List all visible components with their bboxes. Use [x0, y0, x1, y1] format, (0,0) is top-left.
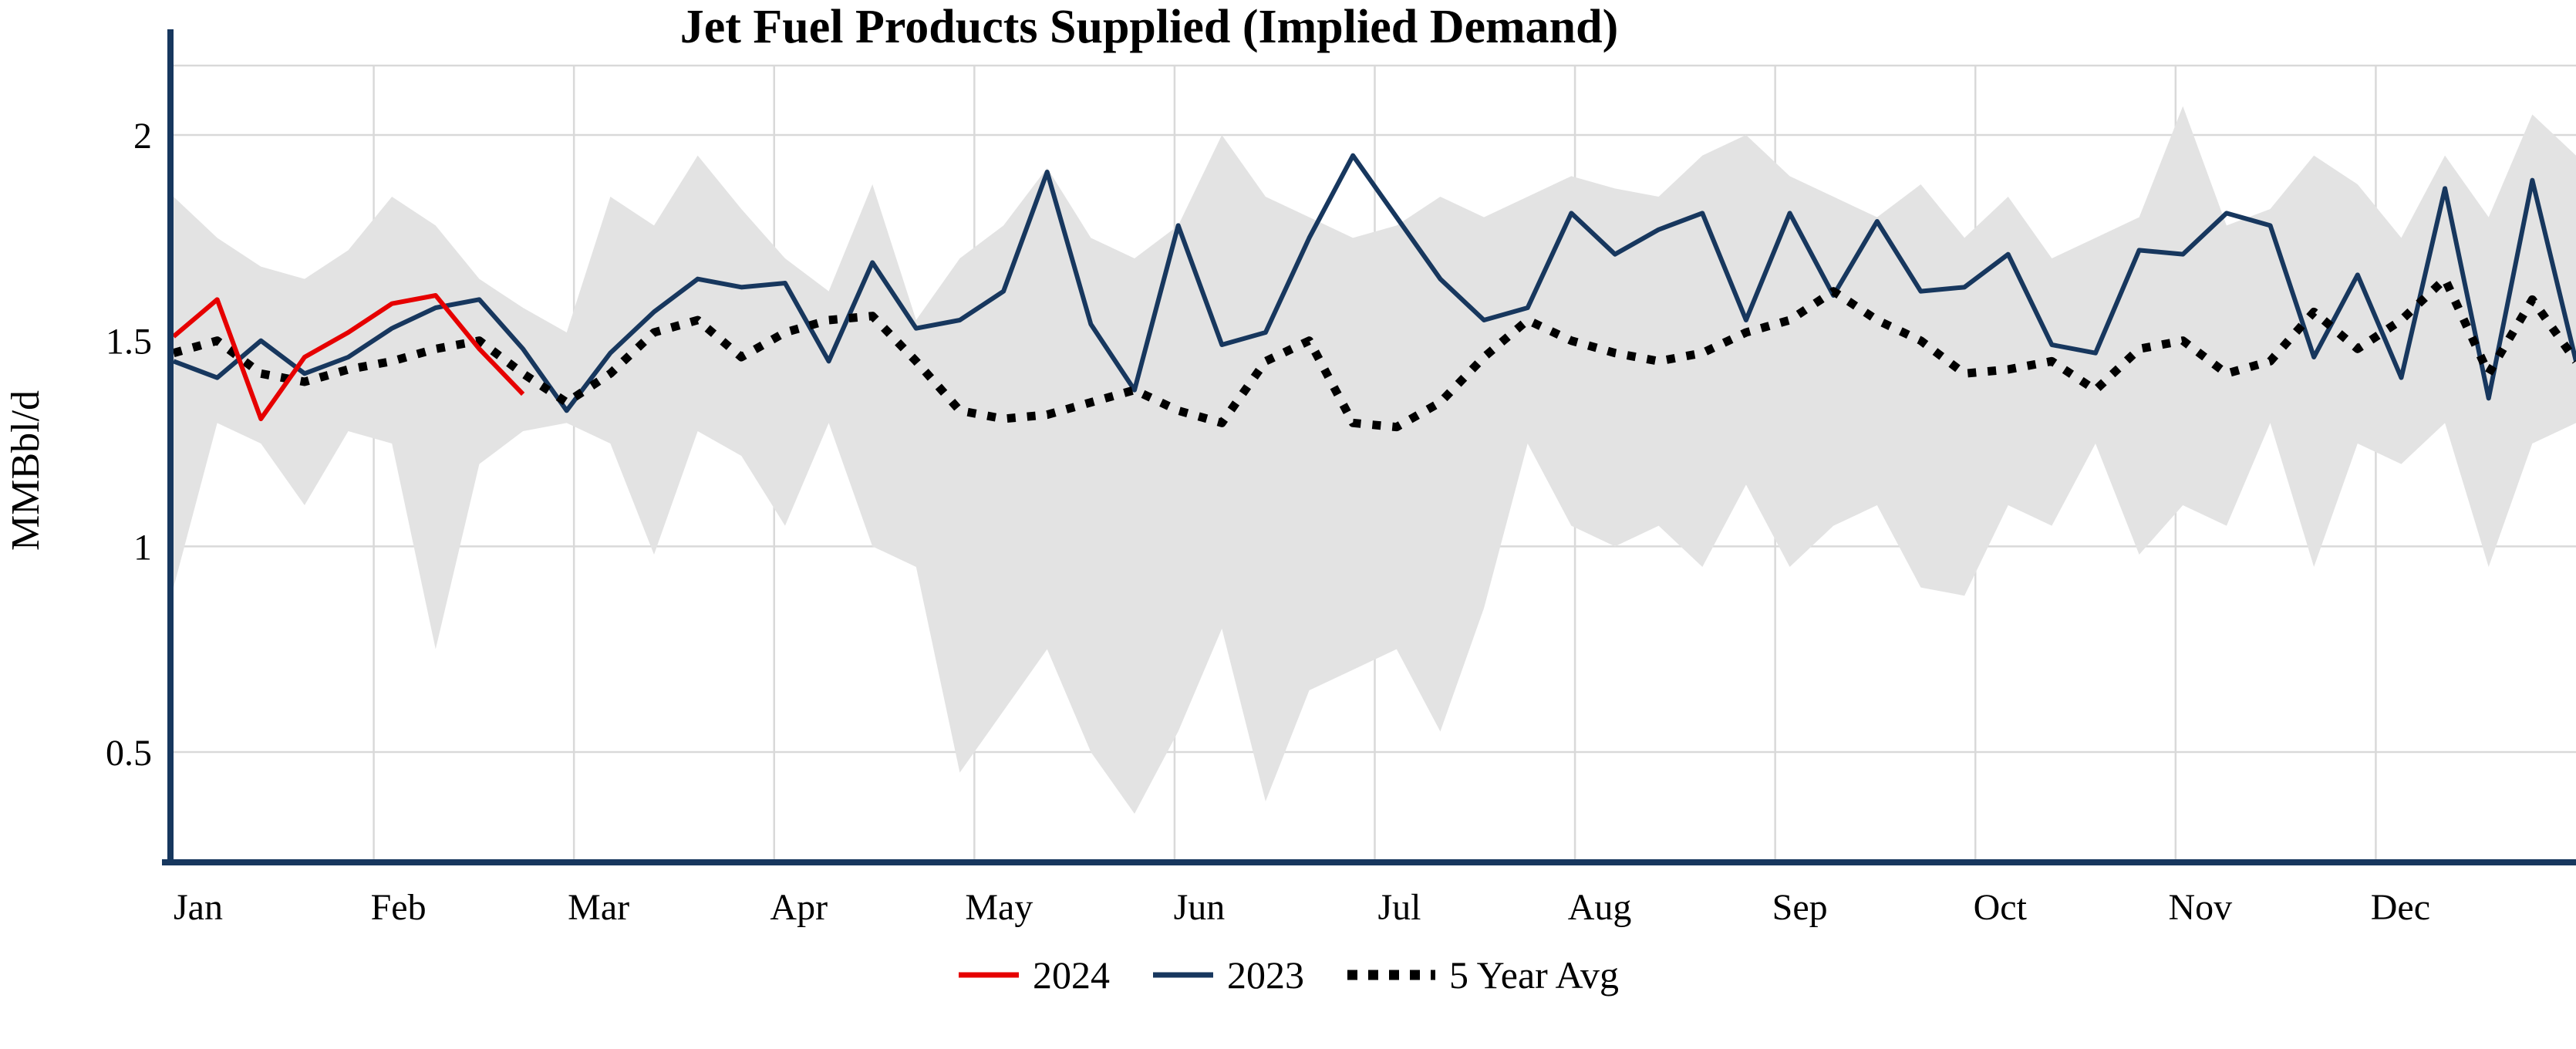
x-tick-label-jul: Jul [1377, 887, 1421, 928]
y-axis-label: MMBbl/d [4, 390, 48, 551]
x-tick-label-oct: Oct [1974, 887, 2028, 928]
y-tick-labels: 2 1.5 1 0.5 [106, 116, 152, 774]
y-tick-label-1: 1 [133, 527, 152, 568]
series-line-5-year-avg [172, 275, 2576, 432]
legend-item-5-year-avg: 5 Year Avg [1346, 953, 1619, 997]
x-tick-label-sep: Sep [1772, 887, 1828, 928]
x-tick-label-mar: Mar [568, 887, 629, 928]
axes [162, 29, 2576, 865]
y-tick-label-0-5: 0.5 [106, 733, 152, 774]
x-tick-label-may: May [965, 887, 1033, 928]
jet-fuel-chart: 2 1.5 1 0.5 Jan Feb Mar Apr May Jun Jul Aug Sep Oct N… [4, 1, 2576, 928]
series-lines [172, 153, 2576, 432]
legend-label-2023: 2023 [1227, 953, 1305, 997]
legend-label-5-year-avg: 5 Year Avg [1449, 953, 1619, 997]
x-tick-label-jun: Jun [1174, 887, 1226, 928]
chart-title: Jet Fuel Products Supplied (Implied Dema… [680, 1, 1619, 53]
legend: 2024 2023 5 Year Avg [0, 953, 2576, 997]
x-tick-label-jan: Jan [174, 887, 223, 928]
y-tick-label-1-5: 1.5 [106, 322, 152, 363]
x-tick-label-feb: Feb [371, 887, 427, 928]
x-tick-label-apr: Apr [770, 887, 828, 928]
legend-line-2023-icon [1153, 972, 1214, 978]
y-tick-label-2: 2 [133, 116, 152, 157]
legend-item-2023: 2023 [1151, 953, 1304, 997]
x-tick-labels: Jan Feb Mar Apr May Jun Jul Aug Sep Oct Nov Dec [174, 887, 2430, 928]
legend-dotted-line-icon [1347, 970, 1436, 980]
legend-label-2024: 2024 [1033, 953, 1111, 997]
series-line-2024 [172, 293, 525, 421]
series-line-2023 [172, 153, 2576, 413]
x-tick-label-nov: Nov [2168, 887, 2232, 928]
x-tick-label-aug: Aug [1568, 887, 1632, 928]
legend-item-2024: 2024 [957, 953, 1110, 997]
x-tick-label-dec: Dec [2371, 887, 2430, 928]
legend-line-2024-icon [959, 972, 1020, 978]
